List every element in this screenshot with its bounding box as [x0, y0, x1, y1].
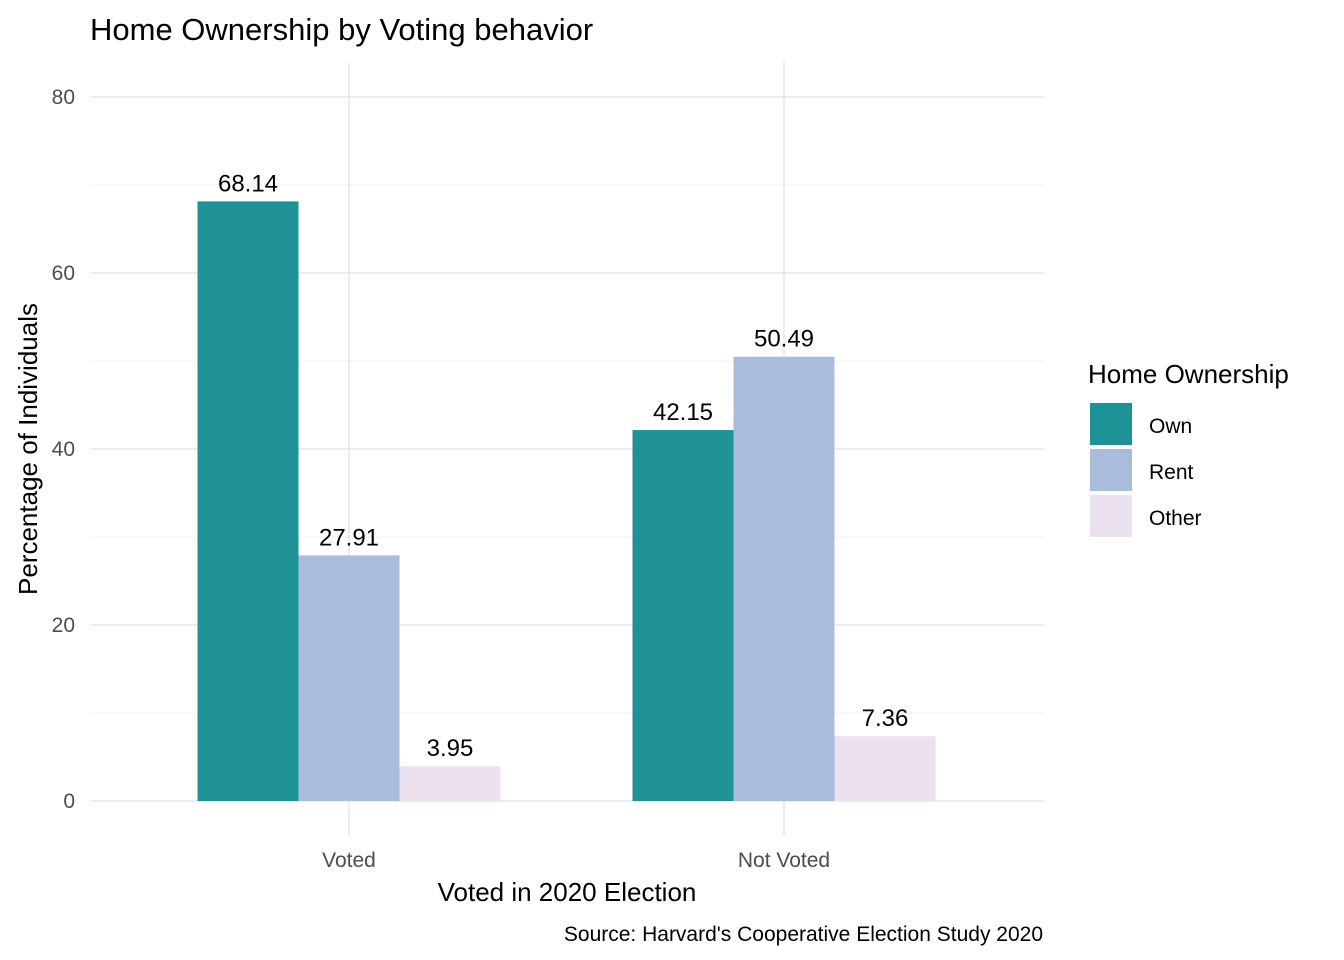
data-label: 68.14: [218, 170, 278, 197]
x-axis-ticks: Voted Not Voted: [322, 849, 830, 872]
data-label: 50.49: [754, 326, 814, 353]
x-axis-title: Voted in 2020 Election: [438, 877, 697, 907]
x-tick-label: Voted: [322, 849, 376, 872]
data-label: 7.36: [862, 705, 909, 732]
bars: [197, 201, 936, 802]
y-tick-label: 0: [63, 790, 75, 813]
y-tick-label: 80: [52, 86, 75, 109]
bar-other-voted: [399, 766, 501, 801]
source-caption: Source: Harvard's Cooperative Election S…: [564, 923, 1043, 946]
bar-own-voted: [197, 201, 299, 802]
legend-swatch-rent: [1090, 449, 1132, 491]
legend-label-other: Other: [1149, 507, 1202, 530]
bar-rent-voted: [298, 555, 400, 801]
y-tick-label: 40: [52, 438, 75, 461]
data-label: 3.95: [427, 735, 474, 762]
legend-label-own: Own: [1149, 415, 1192, 438]
y-axis-title: Percentage of Individuals: [13, 303, 43, 595]
chart-title: Home Ownership by Voting behavior: [90, 12, 593, 47]
legend-swatch-own: [1090, 403, 1132, 445]
y-tick-label: 60: [52, 262, 75, 285]
legend: Home Ownership Own Rent Other: [1088, 359, 1289, 537]
legend-title: Home Ownership: [1088, 359, 1289, 389]
y-axis-ticks: 0 20 40 60 80: [52, 86, 75, 813]
data-labels: 68.14 42.15 27.91 50.49 3.95 7.36: [218, 170, 908, 762]
x-tick-label: Not Voted: [738, 849, 830, 872]
bar-other-not-voted: [834, 736, 936, 801]
data-label: 42.15: [653, 399, 713, 426]
bar-rent-not-voted: [733, 356, 835, 801]
legend-items: Own Rent Other: [1090, 403, 1202, 537]
y-tick-label: 20: [52, 614, 75, 637]
data-label: 27.91: [319, 524, 379, 551]
legend-swatch-other: [1090, 495, 1132, 537]
legend-label-rent: Rent: [1149, 461, 1194, 484]
bar-own-not-voted: [632, 430, 734, 801]
